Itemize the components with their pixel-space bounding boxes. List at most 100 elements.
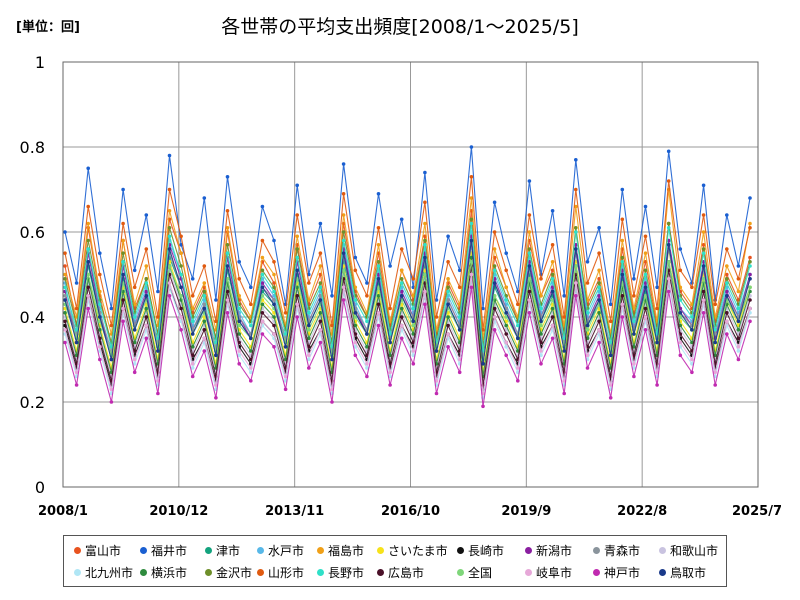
data-point [713, 370, 717, 375]
data-point [423, 243, 427, 247]
data-point [690, 340, 694, 345]
data-point [492, 294, 497, 298]
data-point [678, 315, 683, 319]
data-point [399, 247, 404, 251]
data-point [365, 319, 369, 324]
data-point [423, 200, 427, 205]
data-point [156, 391, 160, 396]
data-point [132, 268, 137, 273]
data-point [736, 306, 741, 311]
data-point [504, 251, 509, 255]
legend-label: 和歌山市 [670, 544, 719, 558]
data-point [272, 298, 276, 302]
data-point [237, 349, 241, 353]
data-point [736, 277, 741, 281]
data-point [632, 319, 636, 324]
data-point [295, 213, 300, 217]
data-point [585, 281, 590, 285]
data-point [318, 281, 323, 285]
data-point [457, 328, 462, 332]
data-point [307, 328, 311, 332]
data-point [341, 230, 346, 234]
data-point [539, 323, 543, 328]
data-point [748, 272, 752, 277]
legend-item: 新潟市 [525, 542, 572, 559]
legend-item: 金沢市 [205, 564, 252, 581]
data-point [86, 260, 90, 264]
data-point [86, 285, 90, 290]
data-point [469, 255, 474, 260]
data-point [307, 298, 311, 302]
data-point [376, 260, 381, 264]
data-point [295, 247, 300, 251]
data-point [74, 281, 79, 285]
data-point [550, 336, 555, 341]
data-point [423, 238, 427, 243]
data-point [63, 251, 67, 255]
data-point [492, 230, 497, 234]
data-point [643, 328, 648, 332]
data-point [121, 221, 125, 226]
data-point [411, 277, 416, 281]
data-point [504, 332, 509, 336]
data-point [121, 298, 125, 302]
legend-label: 神戸市 [604, 566, 641, 580]
data-point [399, 289, 404, 294]
data-point [190, 306, 195, 311]
data-point [736, 357, 741, 362]
data-point [411, 332, 416, 336]
data-point [109, 323, 114, 328]
series-line [64, 287, 751, 407]
data-point [144, 294, 149, 298]
data-point [376, 311, 381, 315]
data-point [504, 353, 509, 358]
data-point [237, 340, 241, 345]
data-point [643, 272, 648, 277]
data-point [179, 328, 183, 332]
data-point [736, 289, 741, 294]
data-point [225, 226, 230, 230]
data-point [736, 336, 741, 341]
data-point [132, 302, 137, 307]
data-point [272, 302, 276, 307]
data-point [225, 311, 230, 315]
data-point [98, 302, 102, 307]
data-point [318, 319, 323, 324]
data-point [109, 357, 114, 362]
series-group [63, 145, 752, 311]
data-point [574, 281, 578, 285]
data-point [260, 255, 265, 260]
data-point [353, 353, 358, 358]
data-point [469, 145, 474, 149]
data-point [272, 260, 276, 264]
data-point [202, 196, 207, 200]
data-point [550, 285, 555, 290]
data-point [539, 349, 543, 353]
data-point [167, 264, 172, 268]
data-point [330, 294, 334, 298]
data-point [469, 175, 474, 179]
data-point [388, 340, 392, 345]
data-point [307, 323, 311, 328]
data-point [701, 311, 706, 315]
data-point [748, 285, 752, 290]
data-point [376, 302, 381, 307]
data-point [202, 302, 207, 307]
data-point [597, 311, 601, 315]
data-point [574, 247, 578, 251]
legend-label: 横浜市 [151, 566, 188, 580]
data-point [179, 251, 183, 255]
series-line [64, 189, 751, 339]
data-point [539, 353, 543, 358]
plot-area [62, 61, 759, 488]
axis-labels: 0 0.2 0.4 0.6 0.8 1 2008/1 2010/12 2013/11 2016/1… [20, 53, 782, 519]
legend-item: 富山市 [74, 542, 121, 559]
data-point [516, 366, 520, 370]
data-point [736, 345, 741, 349]
data-point [353, 298, 358, 302]
data-point [295, 302, 300, 307]
data-point [353, 323, 358, 328]
data-point [225, 243, 230, 247]
series-line [64, 278, 751, 398]
legend-marker [140, 547, 147, 554]
